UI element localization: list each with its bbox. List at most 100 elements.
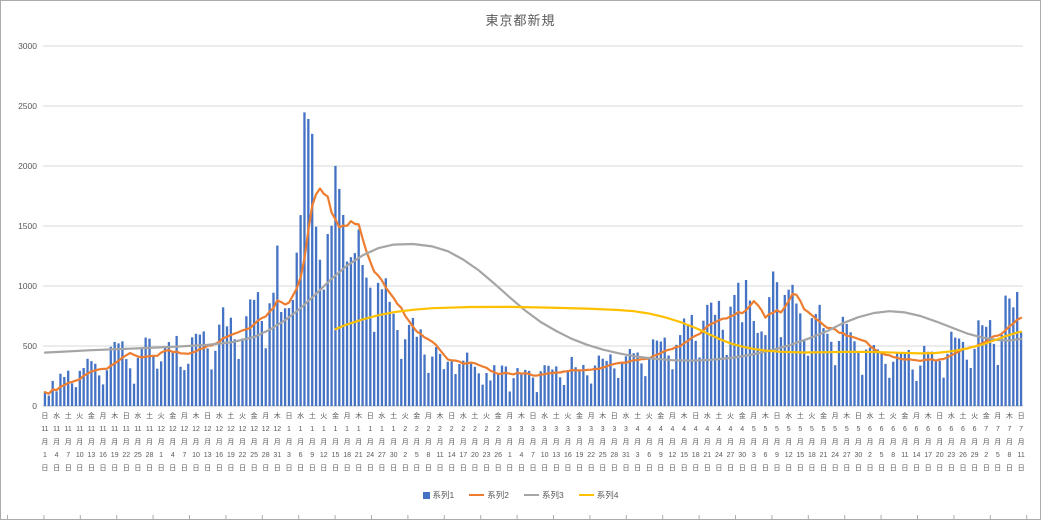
x-axis-tick-label-row: 4 [55,452,59,459]
x-axis-tick-label: 土 1 月 30 日 [390,411,398,472]
x-axis-tick-label-row: 月 [425,438,432,446]
x-axis-tick-label-row: 日 [483,464,490,472]
bar [86,358,89,406]
x-axis-tick-label-row: 2 [426,426,430,433]
bar [841,316,845,406]
bar [283,308,287,406]
x-axis-tick-label-row: 20 [936,452,944,459]
x-axis-tick-label-row: 7 [66,452,70,459]
bar [601,358,604,406]
x-axis-tick-label-row: 日 [611,464,618,472]
x-axis-tick-label-row: 11 [53,426,60,433]
bar [318,259,322,406]
x-axis-tick-label-row: 2 [461,426,465,433]
x-axis-tick-label-row: 日 [890,464,897,472]
x-axis-tick-label-row: 12 [181,426,189,433]
x-axis-tick-label-row: 3 [601,426,605,433]
bar [427,372,430,406]
x-axis-tick-label-row: 14 [448,452,456,459]
bar [349,257,353,406]
bar [810,318,814,406]
x-axis-tick-label-row: 6 [961,426,965,433]
x-axis-tick-label-row: 11 [111,426,118,433]
bar [609,354,612,406]
x-axis-tick-label-row: 日 [832,464,839,472]
x-axis-tick-label-row: 24 [715,452,723,459]
x-axis-tick-label-row: 11 [436,452,443,459]
legend-item-series2[interactable]: 系列2 [469,489,509,501]
bar [74,387,78,406]
bar [775,282,779,406]
x-axis-tick-label-row: 月 [808,438,815,446]
x-axis-tick-label-row: 日 [146,464,153,472]
x-axis-tick-label-row: 12 [250,426,258,433]
x-axis-tick-label-row: 日 [774,464,781,472]
bar [861,374,864,406]
x-axis-tick-label: 日 6 月 20 日 [936,412,944,472]
x-axis-tick-label-row: 16 [215,452,223,459]
bar [330,225,333,406]
bar [268,303,271,406]
x-axis-tick-label-row: 月 [158,438,165,446]
x-axis-tick-label-row: 日 [588,464,595,472]
bar [260,321,263,406]
x-axis-tick-label-row: 月 [553,438,560,446]
x-axis-tick-label-row: 月 [193,438,200,446]
x-axis-tick-label-row: 13 [88,452,96,459]
series1-bars [43,112,1023,407]
x-axis-tick-label-row: 日 [715,464,722,472]
bar [748,300,752,406]
legend-label: 系列3 [542,490,564,500]
bar [849,332,852,406]
x-axis-tick-label-row: 日 [983,464,990,472]
legend-item-series4[interactable]: 系列4 [578,489,618,501]
x-axis-tick-label-row: 日 [739,464,746,472]
bar [830,341,833,406]
x-axis-tick-label: 日 7 月 11 日 [1017,412,1024,472]
x-axis-tick-label-row: 30 [738,452,746,459]
bar [884,363,887,406]
x-axis-tick-label-row: 月 [1006,438,1013,446]
x-axis-tick-label-row: 日 [692,464,699,472]
x-axis-tick-label-row: 金 [88,411,95,420]
x-axis-tick-label-row: 木 [193,411,200,420]
x-axis-tick-label-row: 月 [541,438,548,446]
legend-label: 系列2 [487,490,509,500]
bar [338,188,341,406]
x-axis-tick-label-row: 月 [262,438,269,446]
bar [539,371,542,406]
bar [965,359,968,406]
x-axis-tick-label-row: 日 [878,464,885,472]
bar [648,358,651,406]
x-axis-tick-label-row: 日 [227,464,234,472]
x-axis-tick-label-row: 2 [415,426,419,433]
x-axis-tick-label-row: 7 [984,426,988,433]
bar [466,352,469,406]
x-axis-tick-label: 水 1 月 6 日 [297,411,304,472]
x-axis-tick-label-row: 月 [437,438,444,446]
bar [946,353,949,406]
bar [628,349,631,406]
bar [307,118,310,407]
bar [981,325,984,406]
legend-item-series1[interactable]: 系列1 [422,489,454,501]
legend-item-series3[interactable]: 系列3 [524,489,564,501]
x-axis-tick-label: 土 1 月 9 日 [309,411,316,472]
x-axis-tick-label-row: 木 [274,411,281,420]
x-axis-tick-label-row: 日 [402,464,409,472]
x-axis-tick-label-row: 11 [41,426,48,433]
x-axis-tick-label-row: 6 [938,426,942,433]
x-axis-tick-label-row: 月 [344,412,351,420]
x-axis-tick-label-row: 6 [926,426,930,433]
bar [419,329,422,406]
x-axis-tick-label-row: 月 [901,438,908,446]
x-axis-tick-label-row: 9 [775,452,779,459]
x-axis-tick-label-row: 日 [669,464,676,472]
bar [694,340,697,406]
x-axis-tick-label-row: 月 [936,438,943,446]
bar [431,356,434,406]
x-axis-tick-label-row: 金 [983,411,990,420]
x-axis-tick-label-row: 土 [227,411,234,420]
x-axis-tick-label: 木 5 月 6 日 [762,411,769,472]
